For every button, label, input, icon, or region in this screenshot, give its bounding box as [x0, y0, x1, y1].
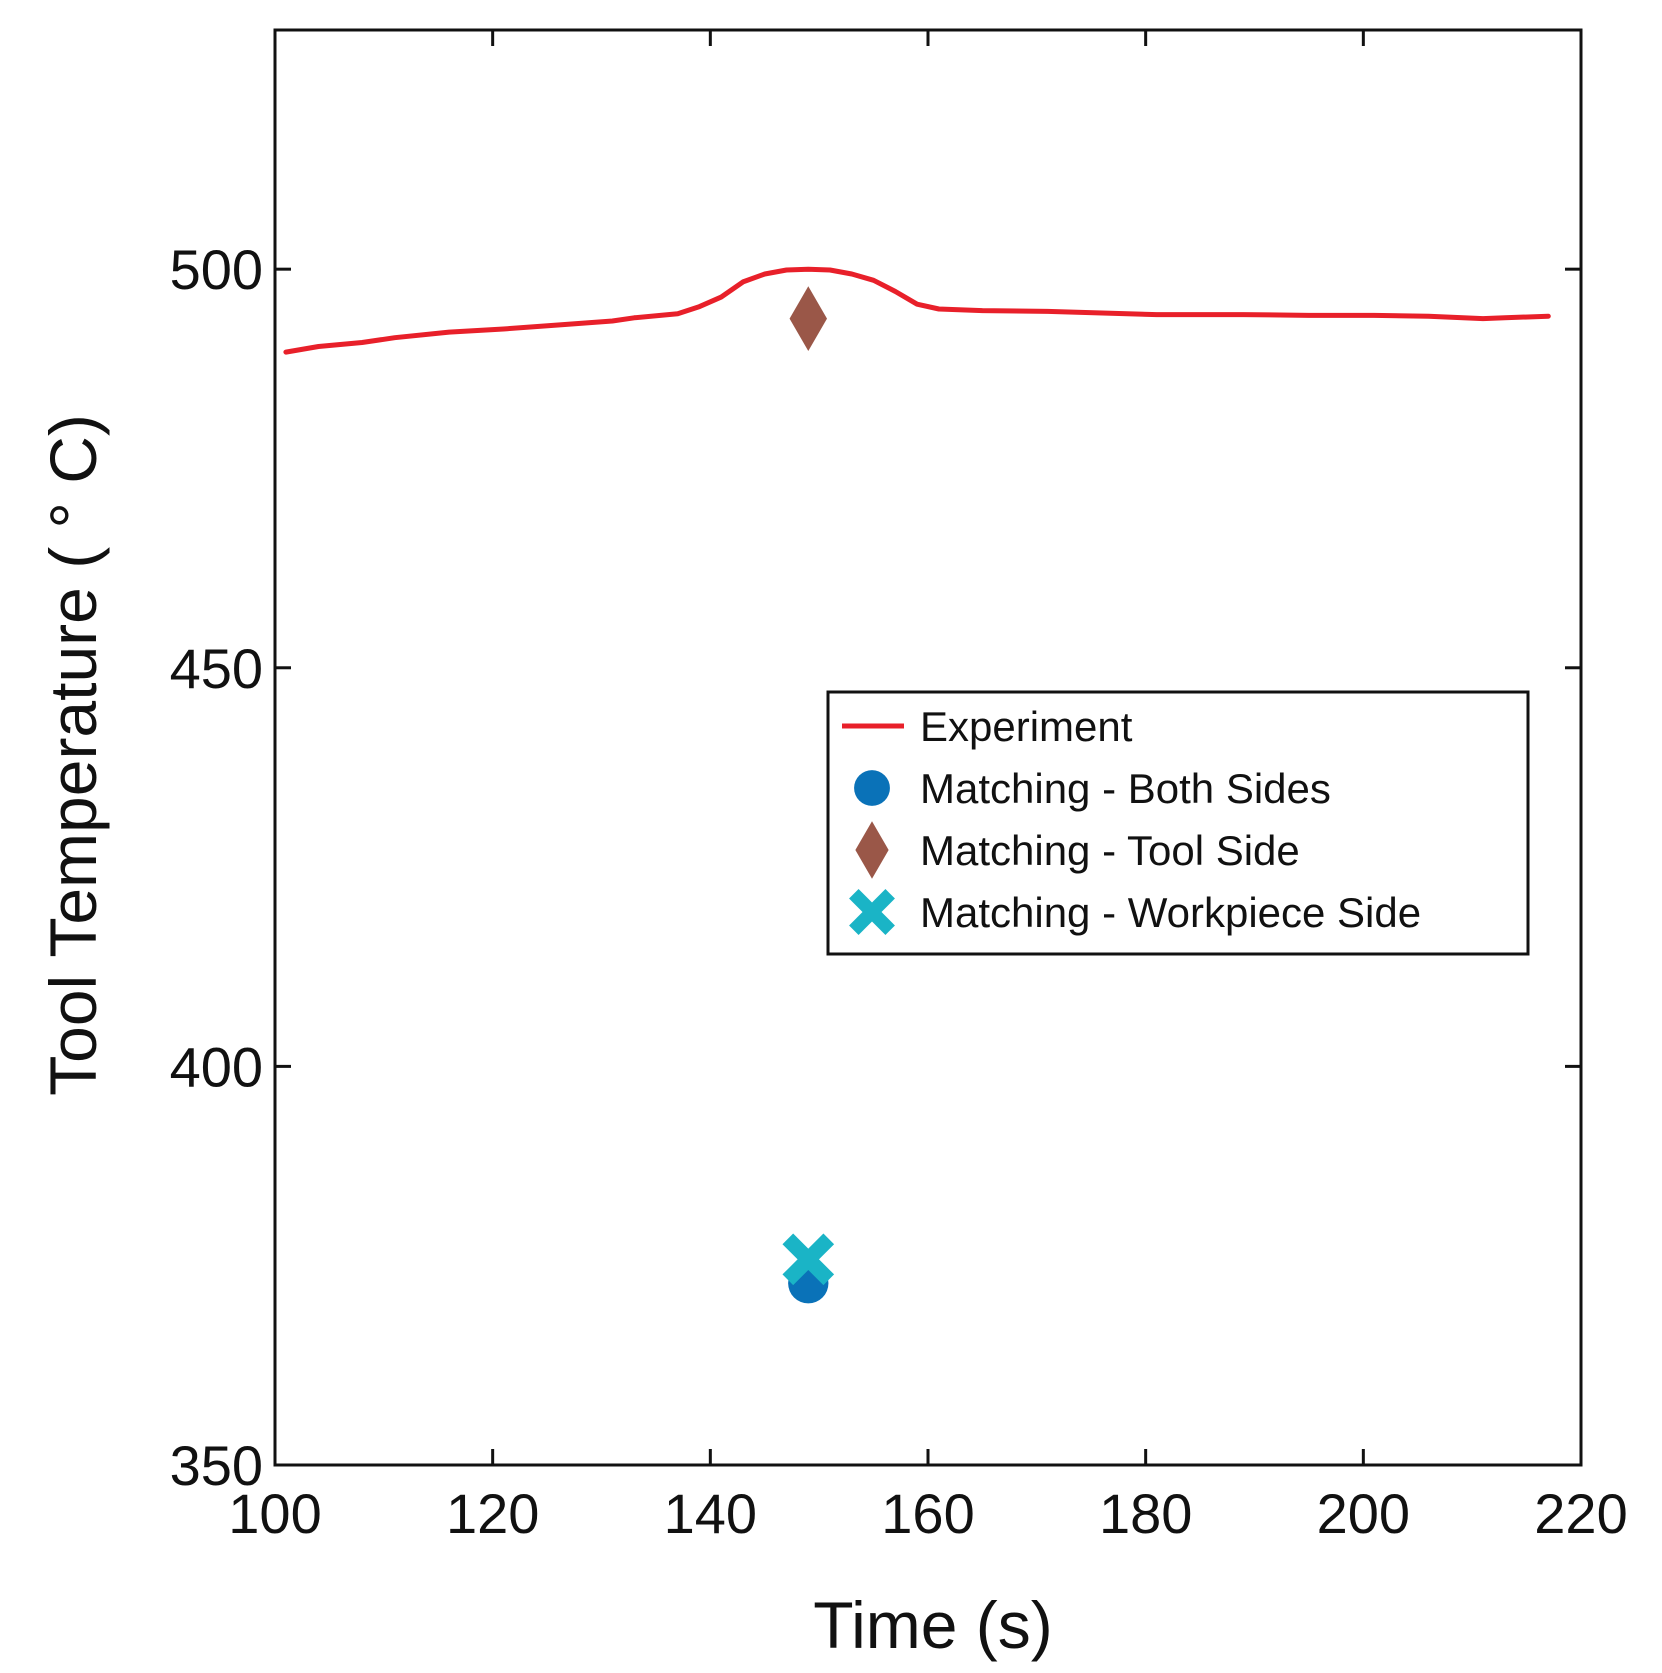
legend-swatch-matching-tool-side: [855, 821, 889, 879]
axes: 100 120 140 160 180 200 220 350 400 450 500: [170, 28, 1628, 1545]
x-tick-label: 140: [664, 1482, 757, 1545]
x-tick-label: 220: [1534, 1482, 1627, 1545]
x-tick-label: 160: [881, 1482, 974, 1545]
y-tick-label: 500: [170, 238, 263, 301]
legend-box: [826, 690, 1530, 956]
x-tick-label: 100: [228, 1482, 321, 1545]
data-point-matching-workpiece-side-stroke-b: [782, 1233, 835, 1286]
plot-area: [283, 266, 1551, 1304]
y-tick-label: 350: [170, 1434, 263, 1497]
x-axis-title: Time (s): [813, 1588, 1053, 1662]
y-tick-label: 400: [170, 1035, 263, 1098]
legend-label-matching-tool-side: Matching - Tool Side: [920, 827, 1300, 874]
data-point-matching-workpiece-side: [782, 1233, 835, 1286]
data-point-matching-tool-side: [789, 286, 828, 351]
legend-label-matching-workpiece-side: Matching - Workpiece Side: [920, 889, 1421, 936]
legend-swatch-matching-both-sides: [854, 770, 890, 806]
legend-label-experiment: Experiment: [920, 703, 1133, 750]
legend-label-matching-both-sides: Matching - Both Sides: [920, 765, 1331, 812]
y-tick-label: 450: [170, 637, 263, 700]
x-tick-label: 180: [1099, 1482, 1192, 1545]
series-line-experiment: [283, 266, 1551, 355]
legend-swatch-matching-workpiece-side-stroke-b: [849, 889, 895, 935]
x-tick-label: 120: [446, 1482, 539, 1545]
x-tick-label: 200: [1317, 1482, 1410, 1545]
legend: Experiment Matching - Both Sides Matching …: [826, 690, 1530, 956]
y-axis-title: Tool Temperature ( ° C): [36, 414, 110, 1096]
legend-swatch-matching-workpiece-side: [849, 889, 895, 935]
